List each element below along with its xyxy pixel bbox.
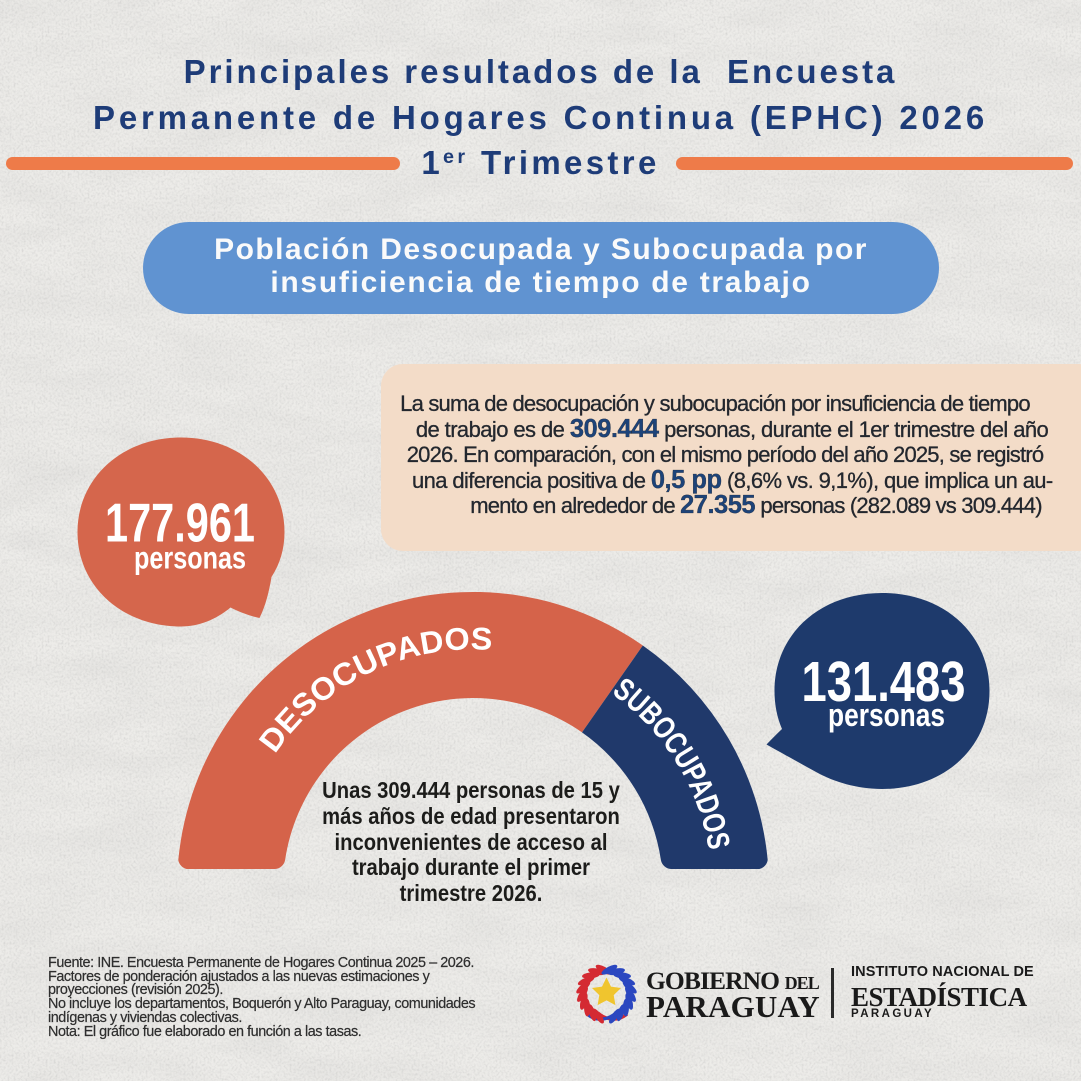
svg-text:177.961: 177.961 xyxy=(105,493,255,554)
svg-text:131.483: 131.483 xyxy=(802,650,966,713)
svg-text:personas: personas xyxy=(828,697,945,733)
svg-text:personas: personas xyxy=(134,540,246,576)
